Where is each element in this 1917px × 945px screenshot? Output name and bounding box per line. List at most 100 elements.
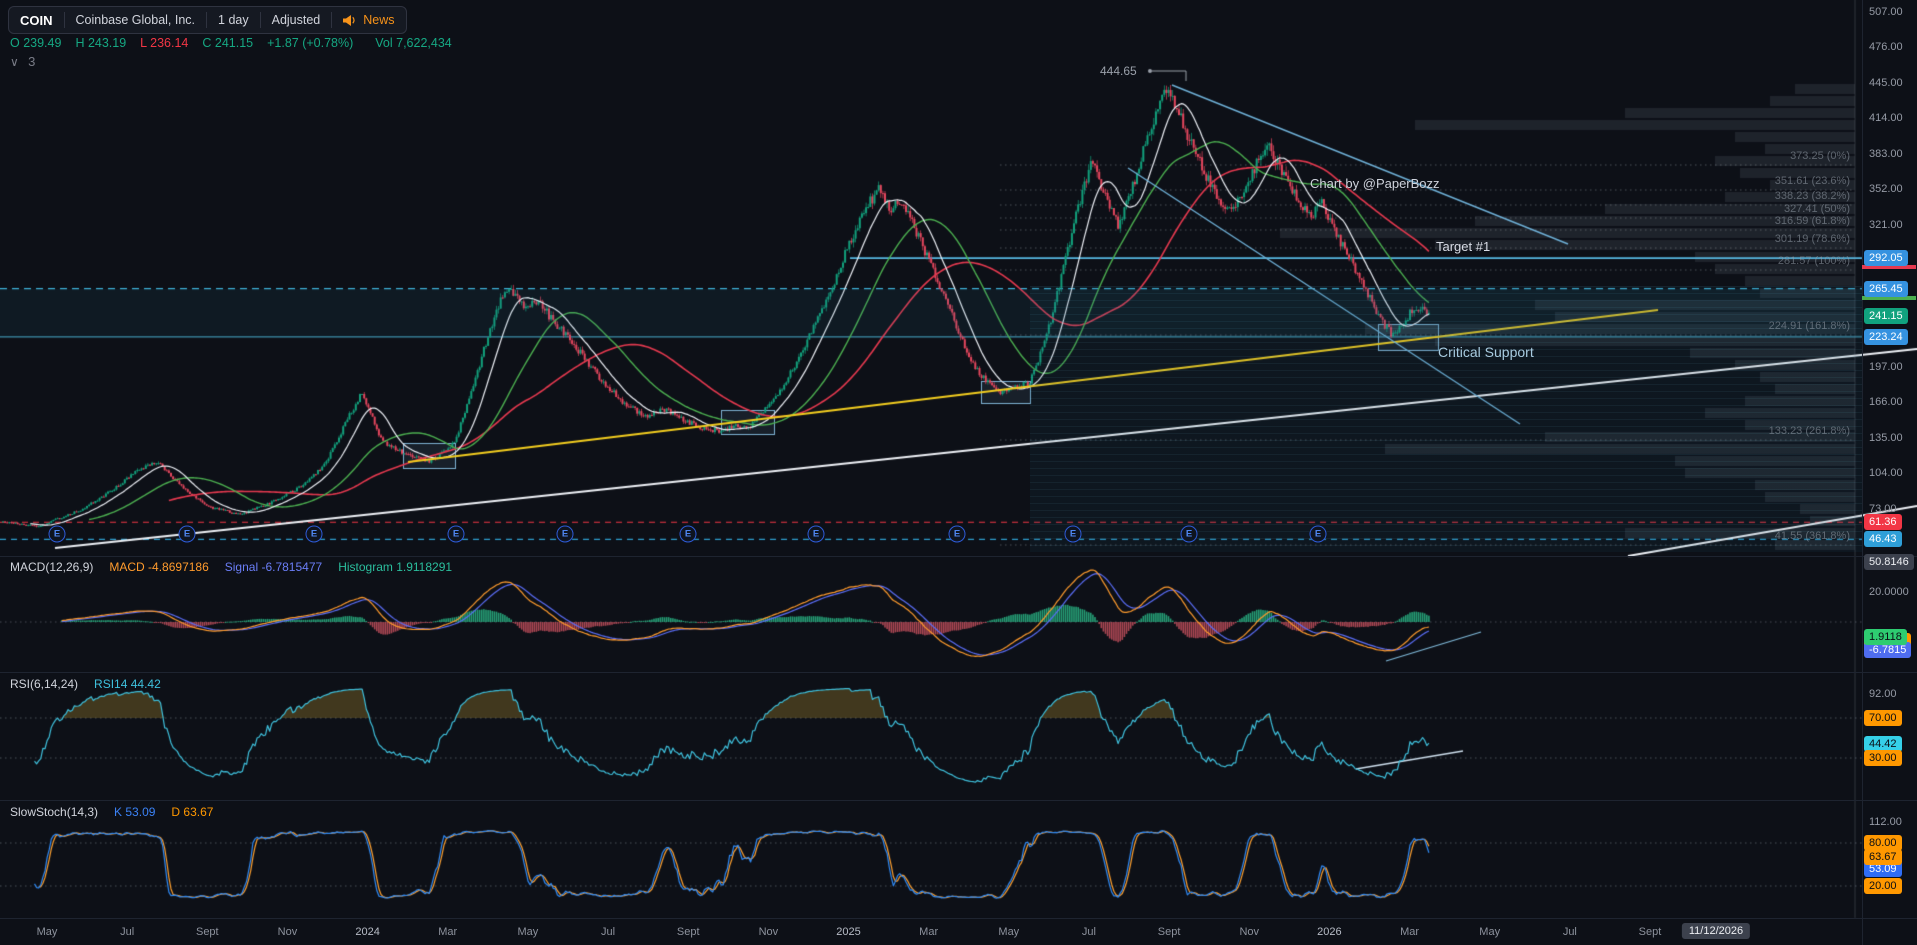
peak-price-label[interactable]: 444.65: [1100, 64, 1137, 78]
toolbar-divider: [331, 12, 333, 28]
time-axis-label[interactable]: May: [998, 926, 1020, 938]
time-axis-label[interactable]: Mar: [919, 926, 939, 938]
macd-axis-tick: 20.0000: [1869, 586, 1909, 598]
price-axis-tick: 445.00: [1869, 77, 1903, 89]
fib-level-label: 224.91 (161.8%): [1768, 320, 1850, 332]
fib-level-label: 316.59 (61.8%): [1774, 215, 1850, 227]
time-axis-label[interactable]: Nov: [758, 926, 779, 938]
price-badge: 223.24: [1864, 329, 1908, 345]
fib-level-label: 338.23 (38.2%): [1774, 190, 1850, 202]
support-zone-rect: [1030, 286, 1862, 552]
time-axis-label[interactable]: 2026: [1317, 926, 1342, 938]
earnings-icon[interactable]: E: [679, 525, 697, 543]
pane-separator[interactable]: [0, 556, 1917, 557]
earnings-icon[interactable]: E: [1309, 525, 1327, 543]
pane-separator[interactable]: [0, 672, 1917, 673]
time-axis-label[interactable]: Nov: [277, 926, 298, 938]
macd-title: MACD(12,26,9): [10, 560, 94, 574]
rsi-title: RSI(6,14,24): [10, 677, 79, 691]
earnings-icon[interactable]: E: [807, 525, 825, 543]
critical-support-label[interactable]: Critical Support: [1438, 344, 1534, 360]
time-axis-label[interactable]: Sept: [676, 926, 700, 938]
earnings-icon[interactable]: E: [556, 525, 574, 543]
time-axis-label[interactable]: Jul: [1081, 926, 1096, 938]
price-axis-tick: 73.00: [1869, 503, 1897, 515]
ma-value-strip: [1862, 296, 1916, 300]
price-axis-tick: 507.00: [1869, 6, 1903, 18]
support-zone-band: [0, 289, 1862, 337]
price-badge: 61.36: [1864, 514, 1902, 530]
fib-level-label: 351.61 (23.6%): [1774, 175, 1850, 187]
macd-histogram-value: Histogram 1.9118291: [338, 560, 453, 574]
crosshair-date-badge: 11/12/2026: [1681, 923, 1751, 939]
stoch-value-badge: 80.00: [1864, 835, 1902, 851]
toolbar-divider: [259, 12, 261, 28]
company-name[interactable]: Coinbase Global, Inc.: [75, 13, 196, 27]
symbol-button[interactable]: COIN: [20, 12, 53, 28]
time-axis-label[interactable]: Mar: [438, 926, 458, 938]
price-badge: 292.05: [1864, 250, 1908, 266]
time-axis-label[interactable]: May: [36, 926, 58, 938]
macd-signal-value: Signal -6.7815477: [224, 560, 323, 574]
time-axis-label[interactable]: Sept: [195, 926, 219, 938]
pane-separator[interactable]: [0, 800, 1917, 801]
target-label[interactable]: Target #1: [1436, 239, 1491, 254]
collapsed-indicators-toggle[interactable]: ∨ 3: [10, 54, 35, 69]
adjusted-toggle[interactable]: Adjusted: [271, 13, 321, 27]
time-axis-label[interactable]: Sept: [1157, 926, 1181, 938]
stoch-header[interactable]: SlowStoch(14,3) K 53.09 D 63.67: [10, 805, 213, 819]
time-axis-label[interactable]: Mar: [1400, 926, 1420, 938]
time-axis-label[interactable]: May: [1479, 926, 1501, 938]
volume-value: Vol 7,622,434: [375, 36, 452, 50]
earnings-icon[interactable]: E: [48, 525, 66, 543]
earnings-icon[interactable]: E: [305, 525, 323, 543]
price-axis-tick: 166.00: [1869, 396, 1903, 408]
rsi-value-badge: 70.00: [1864, 710, 1902, 726]
time-axis-label[interactable]: May: [517, 926, 539, 938]
rsi-axis-tick: 92.00: [1869, 688, 1897, 700]
price-badge: 46.43: [1864, 531, 1902, 547]
time-axis-label[interactable]: Nov: [1239, 926, 1260, 938]
price-axis-divider: [1862, 0, 1863, 945]
time-axis-label[interactable]: 2025: [836, 926, 861, 938]
earnings-icon[interactable]: E: [178, 525, 196, 543]
earnings-icon[interactable]: E: [948, 525, 966, 543]
toolbar-divider: [63, 12, 65, 28]
stoch-value-badge: 53.09: [1864, 861, 1902, 877]
stoch-value-badge: 20.00: [1864, 878, 1902, 894]
fib-level-label: 133.23 (261.8%): [1768, 425, 1850, 437]
time-axis-label[interactable]: Jul: [601, 926, 616, 938]
stoch-axis-tick: 112.00: [1869, 816, 1902, 828]
price-axis-tick: 476.00: [1869, 41, 1903, 53]
macd-header[interactable]: MACD(12,26,9) MACD -4.8697186 Signal -6.…: [10, 560, 452, 574]
news-label: News: [363, 13, 395, 27]
time-axis-label[interactable]: Jul: [1562, 926, 1577, 938]
fib-level-label: 301.19 (78.6%): [1774, 233, 1850, 245]
news-button[interactable]: News: [332, 13, 405, 27]
rsi-header[interactable]: RSI(6,14,24) RSI14 44.42: [10, 677, 161, 691]
earnings-icon[interactable]: E: [447, 525, 465, 543]
fib-level-label: 41.55 (361.8%): [1774, 530, 1850, 542]
interval-button[interactable]: 1 day: [218, 13, 249, 27]
stoch-k-value: K 53.09: [114, 805, 156, 819]
ma-value-strip: [1862, 265, 1916, 269]
chevron-down-icon: ∨: [10, 55, 19, 69]
stoch-title: SlowStoch(14,3): [10, 805, 99, 819]
rsi-value-badge: 30.00: [1864, 750, 1902, 766]
high-value: H 243.19: [75, 36, 127, 50]
macd-value-badge: 50.8146: [1864, 554, 1914, 570]
stoch-value-badge: 63.67: [1864, 849, 1902, 865]
time-axis-label[interactable]: 2024: [355, 926, 380, 938]
price-badge: 241.15: [1864, 308, 1908, 324]
earnings-icon[interactable]: E: [1180, 525, 1198, 543]
stoch-d-value: D 63.67: [171, 805, 214, 819]
time-axis-label[interactable]: Sept: [1638, 926, 1662, 938]
credit-label[interactable]: Chart by @PaperBozz: [1310, 176, 1440, 191]
earnings-icon[interactable]: E: [1064, 525, 1082, 543]
time-axis-label[interactable]: Jul: [120, 926, 135, 938]
change-value: +1.87 (+0.78%): [267, 36, 354, 50]
ohlc-row: O 239.49 H 243.19 L 236.14 C 241.15 +1.8…: [10, 36, 452, 50]
close-value: C 241.15: [202, 36, 254, 50]
